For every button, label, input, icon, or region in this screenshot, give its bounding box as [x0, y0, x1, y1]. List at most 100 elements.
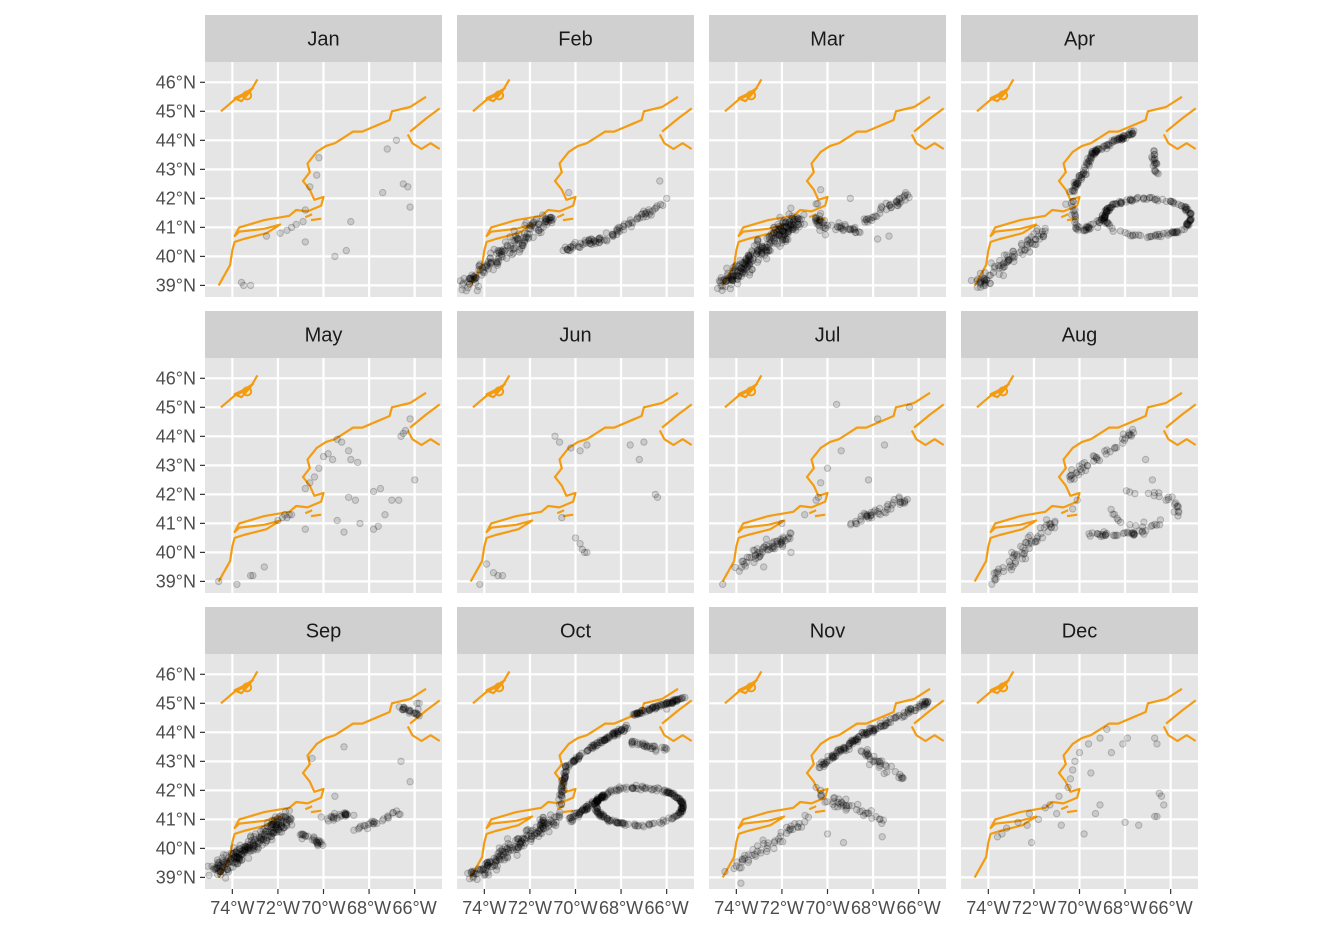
data-point: [763, 248, 771, 256]
data-point: [1108, 224, 1116, 232]
data-point: [828, 752, 836, 761]
data-point: [987, 259, 995, 267]
facet-nov: Nov: [709, 607, 946, 889]
data-point: [822, 224, 830, 233]
data-point: [1073, 180, 1082, 188]
data-point: [760, 563, 768, 571]
data-point: [396, 810, 404, 818]
data-point: [1181, 203, 1189, 211]
data-point: [637, 786, 645, 794]
data-point: [1079, 464, 1087, 472]
facet-strip-may: [205, 311, 442, 358]
data-point: [858, 807, 866, 815]
data-point: [469, 869, 477, 877]
data-point: [580, 548, 589, 557]
data-point: [224, 867, 233, 876]
data-point: [613, 818, 622, 827]
data-point: [771, 837, 779, 845]
data-point: [887, 505, 895, 513]
data-point: [507, 846, 515, 854]
data-point: [616, 227, 624, 236]
coastline: [808, 805, 817, 811]
data-point: [742, 257, 751, 265]
data-point: [1140, 530, 1148, 538]
data-point: [237, 278, 246, 287]
data-point: [870, 726, 878, 734]
data-point: [260, 563, 268, 571]
data-point: [754, 235, 762, 244]
data-point: [314, 842, 322, 850]
data-point: [744, 856, 753, 864]
data-point: [980, 274, 988, 282]
data-point: [1118, 136, 1126, 144]
data-point: [1026, 239, 1034, 248]
data-point: [281, 511, 289, 519]
data-point: [464, 278, 472, 286]
data-point: [729, 267, 737, 275]
data-point: [558, 791, 566, 800]
data-point: [757, 248, 766, 257]
data-point: [306, 479, 314, 487]
data-point: [1112, 443, 1121, 452]
panel-plot-area-mar: [709, 62, 946, 297]
data-point: [886, 718, 895, 727]
data-point: [840, 745, 849, 753]
data-point: [679, 807, 687, 815]
data-point: [1167, 197, 1175, 206]
data-point: [883, 768, 891, 776]
data-point: [522, 233, 530, 242]
data-point: [1041, 224, 1049, 233]
data-point: [238, 851, 247, 859]
data-point: [1083, 462, 1092, 470]
data-point: [1021, 555, 1030, 563]
panel-plot-area-apr: [961, 62, 1198, 297]
data-point: [783, 823, 791, 831]
data-point: [324, 817, 332, 825]
data-point: [825, 756, 834, 764]
data-point: [676, 695, 684, 703]
data-point: [354, 458, 362, 467]
data-point: [845, 740, 853, 748]
data-point: [1108, 203, 1116, 212]
data-point: [652, 204, 660, 212]
data-point: [410, 709, 418, 718]
data-point: [240, 281, 248, 290]
data-point: [895, 493, 903, 501]
data-point: [745, 271, 754, 279]
data-point: [1151, 150, 1159, 159]
data-point: [852, 735, 860, 744]
data-point: [630, 710, 639, 718]
data-point: [903, 495, 911, 504]
data-point: [1069, 197, 1077, 206]
data-point: [669, 789, 678, 797]
data-point: [539, 819, 547, 827]
data-point: [223, 859, 232, 867]
data-point: [745, 260, 753, 268]
data-point: [916, 700, 924, 708]
data-point: [237, 850, 246, 859]
data-point: [664, 788, 672, 797]
data-point: [605, 818, 613, 826]
data-point: [555, 812, 563, 821]
data-point: [780, 217, 788, 225]
data-point: [727, 272, 735, 280]
data-point: [764, 546, 772, 554]
data-point: [258, 835, 266, 844]
data-point: [232, 858, 240, 866]
data-point: [678, 799, 686, 807]
data-point: [588, 238, 597, 247]
data-point: [493, 258, 501, 266]
data-point: [903, 191, 912, 199]
data-point: [1117, 199, 1125, 207]
data-point: [834, 747, 843, 755]
data-point: [876, 510, 884, 519]
data-point: [629, 219, 637, 227]
data-point: [264, 830, 272, 838]
data-point: [679, 803, 687, 811]
data-point: [822, 759, 830, 767]
data-point: [1138, 527, 1147, 535]
data-point: [546, 213, 554, 222]
data-point: [583, 802, 591, 811]
data-point: [847, 521, 855, 529]
facet-aug: Aug: [961, 311, 1198, 593]
